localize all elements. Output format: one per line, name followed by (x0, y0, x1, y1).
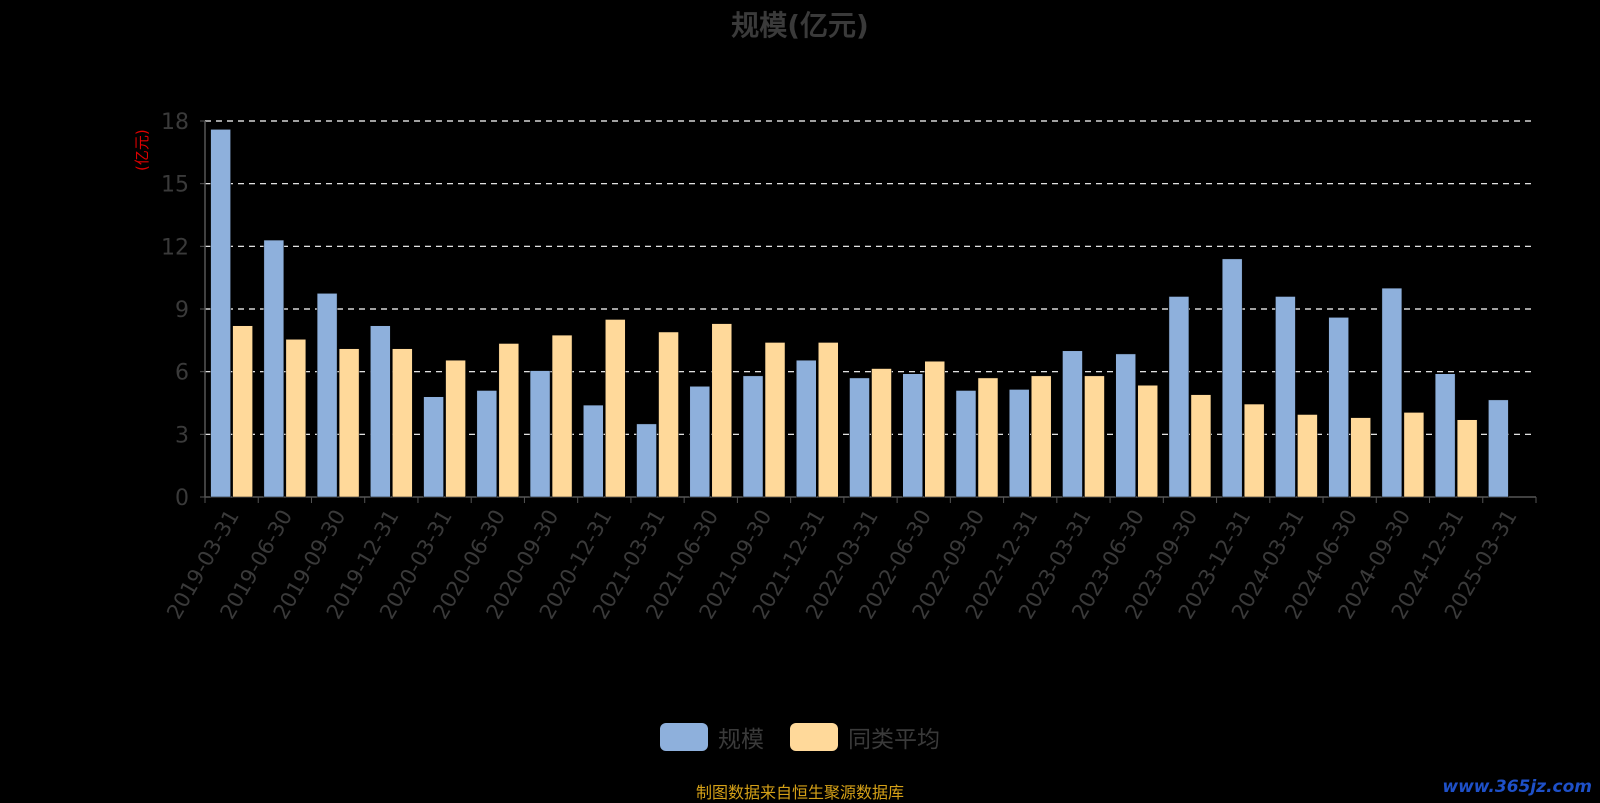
bar-scale (529, 370, 551, 498)
bar-scale (902, 373, 923, 498)
bar-peer-average (818, 342, 839, 498)
bar-peer-average (285, 339, 307, 498)
bar-peer-average (551, 334, 573, 498)
bar-scale (1381, 287, 1403, 498)
bar-peer-average (977, 377, 999, 498)
bar-scale (1434, 373, 1456, 498)
y-tick-label: 18 (161, 110, 189, 135)
bar-peer-average (1030, 375, 1052, 498)
bar-scale (1008, 389, 1030, 498)
bar-scale (796, 359, 817, 498)
y-tick-label: 12 (161, 235, 189, 260)
bar-peer-average (711, 323, 733, 498)
bar-peer-average (445, 359, 466, 498)
bar-scale (955, 390, 977, 498)
bar-scale (689, 386, 711, 498)
bar-scale (1488, 399, 1509, 498)
bar-scale (1328, 317, 1349, 498)
bar-scale (1221, 258, 1243, 498)
legend-item-peer-average[interactable]: 同类平均 (790, 720, 940, 754)
bar-scale (316, 293, 338, 498)
bar-scale (1275, 296, 1296, 498)
bar-scale (476, 390, 498, 498)
bar-scale (636, 423, 657, 498)
y-tick-label: 6 (175, 361, 189, 386)
bar-peer-average (1084, 375, 1105, 498)
bar-peer-average (1137, 384, 1158, 498)
legend-label-scale: 规模 (718, 727, 764, 753)
bar-peer-average (871, 368, 892, 498)
y-tick-label: 0 (175, 486, 189, 511)
bar-peer-average (232, 325, 253, 498)
bar-scale (742, 375, 764, 498)
legend-swatch-peer-average (790, 723, 838, 751)
bar-scale (423, 396, 444, 498)
y-tick-label: 9 (175, 298, 189, 323)
legend-item-scale[interactable]: 规模 (660, 720, 764, 754)
bar-scale (210, 129, 231, 498)
legend: 规模 同类平均 (0, 720, 1600, 754)
legend-label-peer-average: 同类平均 (848, 727, 940, 753)
bar-peer-average (764, 342, 786, 498)
chart-title: 规模(亿元) (731, 9, 869, 42)
bar-peer-average (658, 331, 679, 498)
data-source-note: 制图数据来自恒生聚源数据库 (695, 783, 904, 802)
bar-scale (583, 404, 604, 498)
bar-scale (1062, 350, 1083, 498)
bar-scale (263, 239, 285, 498)
legend-swatch-scale (660, 723, 708, 751)
bar-scale (849, 377, 870, 498)
bar-chart: 03691215182019-03-312019-06-302019-09-30… (161, 110, 1537, 623)
bar-peer-average (1190, 394, 1212, 498)
y-tick-label: 3 (175, 423, 189, 448)
bar-peer-average (392, 348, 413, 498)
bar-peer-average (1297, 414, 1318, 498)
watermark: www.365jz.com (1442, 777, 1592, 797)
y-tick-label: 15 (161, 173, 189, 198)
bar-peer-average (1243, 403, 1265, 498)
bar-scale (370, 325, 391, 498)
bar-scale (1168, 296, 1190, 498)
bar-scale (1115, 353, 1136, 498)
bar-peer-average (1403, 412, 1425, 498)
bar-peer-average (605, 319, 626, 498)
bar-peer-average (1350, 417, 1371, 498)
bar-peer-average (498, 343, 520, 498)
bar-peer-average (338, 348, 360, 498)
bar-peer-average (1456, 419, 1478, 498)
bar-peer-average (924, 360, 945, 498)
